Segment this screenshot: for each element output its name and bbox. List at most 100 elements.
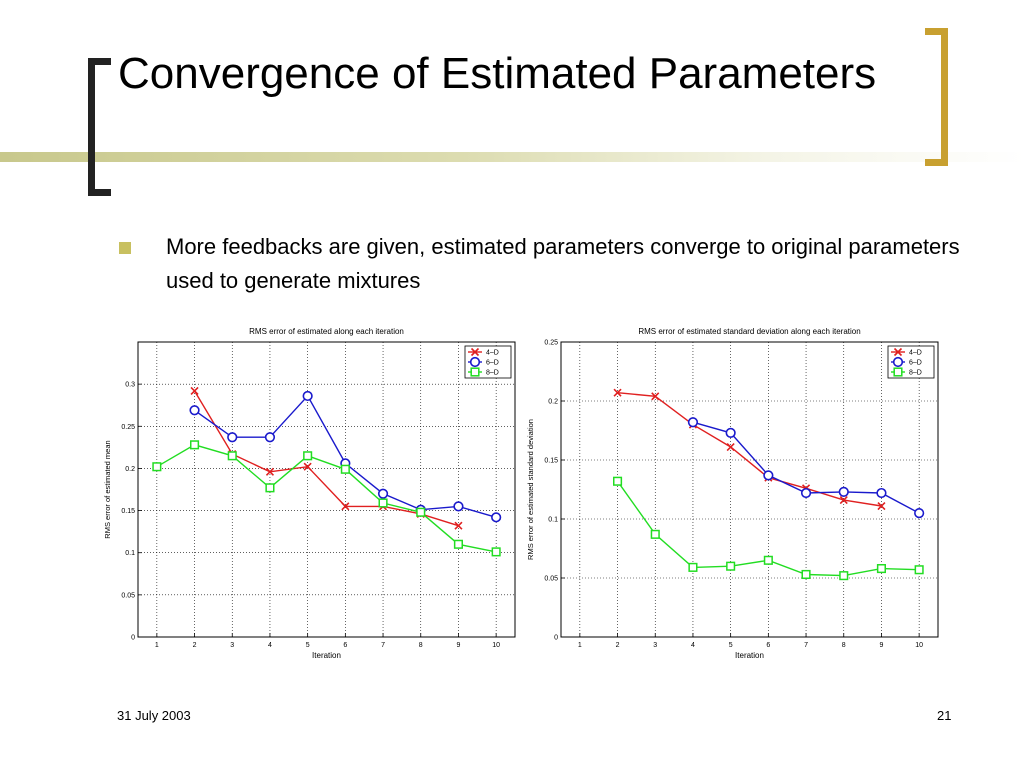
circle-marker <box>453 501 464 512</box>
x-tick-label: 6 <box>343 642 347 649</box>
x-marker <box>877 501 886 511</box>
x-tick-label: 10 <box>915 642 923 649</box>
x-marker <box>651 392 660 401</box>
x-tick-label: 4 <box>691 642 695 649</box>
x-marker <box>454 521 463 530</box>
std-error-chart: RMS error of estimated standard deviatio… <box>526 327 939 660</box>
x-tick-label: 5 <box>729 642 733 649</box>
legend: 4–D 6–D 8–D <box>887 345 935 379</box>
bullet-text: More feedbacks are given, estimated para… <box>166 234 960 293</box>
y-tick-label: 0.1 <box>125 550 135 557</box>
series-line <box>156 444 497 553</box>
x-marker <box>265 467 275 476</box>
legend-entry: 4–D <box>486 350 499 357</box>
x-marker <box>839 496 848 505</box>
right-bracket-decoration <box>925 28 948 166</box>
series-s <box>613 476 924 581</box>
x-tick-label: 7 <box>804 642 808 649</box>
legend-entry: 8–D <box>909 370 922 377</box>
y-tick-label: 0 <box>131 635 135 642</box>
x-tick-label: 9 <box>879 642 883 649</box>
y-tick-label: 0 <box>554 635 558 642</box>
series-line <box>193 390 459 527</box>
slide-title: Convergence of Estimated Parameters <box>118 49 877 98</box>
series-line <box>617 392 882 507</box>
square-marker <box>152 462 162 472</box>
square-marker <box>763 555 773 565</box>
plot-area <box>137 341 516 638</box>
y-axis-label: RMS error of estimated standard deviatio… <box>526 419 535 560</box>
x-tick-label: 3 <box>230 642 234 649</box>
bullet-square-icon <box>119 242 131 254</box>
slide-number: 21 <box>937 708 952 723</box>
square-marker <box>227 451 237 461</box>
x-tick-label: 8 <box>842 642 846 649</box>
square-marker <box>491 547 501 557</box>
y-tick-label: 0.25 <box>544 340 558 347</box>
legend-entry: 6–D <box>486 360 499 367</box>
square-marker <box>303 451 313 461</box>
x-tick-label: 3 <box>653 642 657 649</box>
circle-marker <box>725 427 736 438</box>
x-marker <box>470 347 480 357</box>
square-marker <box>453 539 463 549</box>
x-tick-label: 1 <box>155 642 159 649</box>
x-tick-label: 1 <box>578 642 582 649</box>
square-marker <box>190 440 200 450</box>
y-tick-label: 0.15 <box>121 508 135 515</box>
square-marker <box>613 476 623 486</box>
x-marker <box>893 347 903 357</box>
y-tick-label: 0.3 <box>125 382 135 389</box>
circle-marker <box>687 417 699 428</box>
circle-marker <box>763 470 774 481</box>
left-bracket-decoration <box>88 58 111 196</box>
circle-marker <box>876 487 887 499</box>
x-tick-label: 9 <box>456 642 460 649</box>
x-marker <box>613 388 622 397</box>
square-marker <box>650 529 660 539</box>
x-tick-label: 7 <box>381 642 385 649</box>
chart-title: RMS error of estimated standard deviatio… <box>638 327 860 336</box>
legend: 4–D 6–D 8–D <box>464 345 512 379</box>
circle-marker <box>377 488 389 499</box>
circle-marker <box>800 487 812 499</box>
circle-marker <box>892 356 904 368</box>
y-tick-label: 0.1 <box>548 517 558 524</box>
square-marker <box>876 564 886 574</box>
y-tick-label: 0.25 <box>121 424 135 431</box>
x-tick-label: 10 <box>492 642 500 649</box>
circle-marker <box>189 405 200 416</box>
legend-entry: 4–D <box>909 350 922 357</box>
x-tick-label: 6 <box>766 642 770 649</box>
footer-date: 31 July 2003 <box>117 708 191 723</box>
x-tick-label: 4 <box>268 642 272 649</box>
circle-marker <box>302 390 313 402</box>
x-tick-label: 8 <box>419 642 423 649</box>
square-marker <box>416 507 426 517</box>
y-tick-label: 0.15 <box>544 458 558 465</box>
x-tick-label: 5 <box>306 642 310 649</box>
square-marker <box>893 367 903 377</box>
y-tick-label: 0.05 <box>121 592 135 599</box>
circle-marker <box>264 432 276 443</box>
y-tick-label: 0.2 <box>125 466 135 473</box>
circle-marker <box>838 486 849 497</box>
square-marker <box>265 483 275 493</box>
square-marker <box>688 562 698 572</box>
x-marker <box>726 442 735 452</box>
x-axis-label: Iteration <box>312 651 341 660</box>
circle-marker <box>491 512 502 523</box>
circle-marker <box>914 508 925 519</box>
y-tick-label: 0.2 <box>548 399 558 406</box>
square-marker <box>340 464 350 474</box>
series-s <box>152 440 501 557</box>
x-marker <box>303 462 312 471</box>
chart-title: RMS error of estimated along each iterat… <box>249 327 404 336</box>
square-marker <box>801 569 811 580</box>
x-marker <box>341 502 350 511</box>
square-marker <box>470 367 480 377</box>
x-marker <box>190 386 199 395</box>
series-o <box>687 417 925 519</box>
legend-entry: 6–D <box>909 360 922 367</box>
square-marker <box>914 565 924 575</box>
